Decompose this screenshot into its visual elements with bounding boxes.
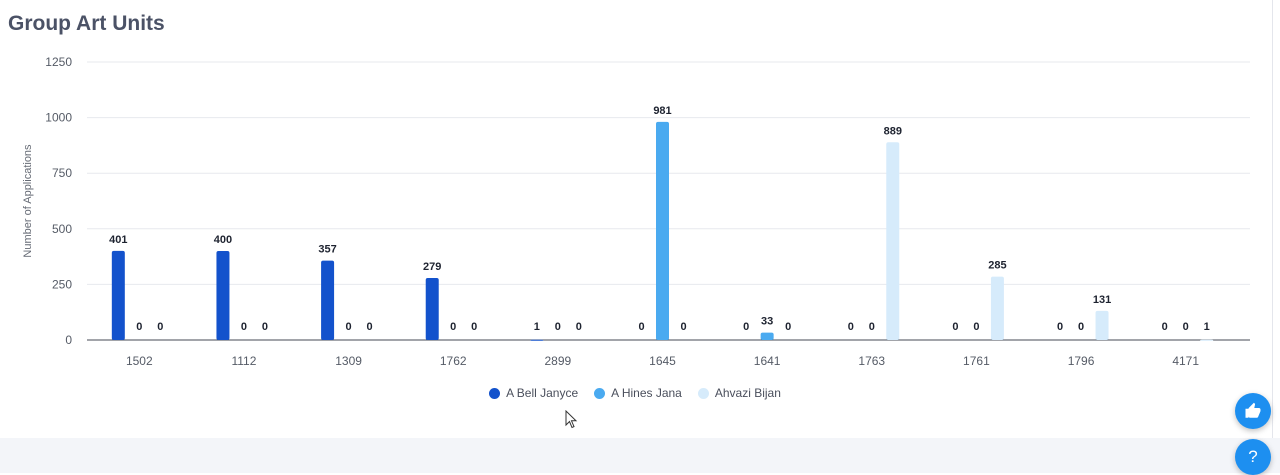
data-label: 0 (1057, 321, 1063, 333)
y-tick-label: 1000 (45, 111, 72, 125)
data-label: 0 (1078, 321, 1084, 333)
data-label: 889 (884, 125, 902, 137)
help-icon: ? (1248, 447, 1258, 466)
x-tick-label: 1796 (1068, 354, 1095, 368)
chart-legend: A Bell Janyce A Hines Jana Ahvazi Bijan (0, 386, 1270, 400)
legend-label: Ahvazi Bijan (714, 386, 781, 400)
bar (111, 250, 125, 340)
data-label: 0 (471, 321, 477, 333)
bar (216, 251, 230, 340)
x-tick-label: 1112 (231, 354, 256, 368)
thumbs-up-icon (1245, 402, 1261, 418)
bar (321, 260, 335, 340)
data-label: 0 (576, 321, 582, 333)
data-label: 0 (952, 321, 958, 333)
x-tick-label: 1502 (126, 354, 153, 368)
y-tick-label: 750 (52, 166, 72, 180)
data-label: 0 (450, 321, 456, 333)
x-tick-label: 1763 (858, 354, 885, 368)
data-label: 0 (367, 321, 373, 333)
data-label: 0 (680, 321, 686, 333)
x-tick-label: 1309 (335, 354, 362, 368)
legend-label: A Bell Janyce (506, 386, 579, 400)
scrollbar-edge (1272, 0, 1273, 438)
bar (425, 277, 439, 340)
data-label: 0 (241, 321, 247, 333)
data-label: 357 (318, 244, 336, 256)
page-title: Group Art Units (8, 12, 165, 35)
data-label: 0 (1183, 321, 1189, 333)
x-tick-label: 1645 (649, 354, 676, 368)
legend-label: A Hines Jana (611, 386, 682, 400)
legend-swatch (594, 387, 606, 399)
bar (530, 339, 544, 341)
y-tick-label: 250 (52, 277, 72, 291)
legend-item[interactable]: Ahvazi Bijan (697, 386, 781, 400)
data-label: 0 (848, 321, 854, 333)
legend-swatch (489, 387, 501, 399)
y-tick-label: 1250 (45, 55, 72, 69)
data-label: 981 (653, 105, 671, 117)
y-tick-label: 500 (52, 222, 72, 236)
legend-item[interactable]: A Bell Janyce (489, 386, 578, 400)
x-tick-label: 1762 (440, 354, 467, 368)
legend-swatch (697, 387, 709, 399)
data-label: 0 (555, 321, 561, 333)
data-label: 1 (1204, 321, 1210, 333)
help-button[interactable]: ? (1235, 439, 1271, 475)
data-label: 0 (638, 321, 644, 333)
bar (886, 142, 900, 340)
footer-band (0, 438, 1280, 473)
data-label: 0 (262, 321, 268, 333)
bar (990, 276, 1004, 340)
data-label: 0 (157, 321, 163, 333)
x-tick-label: 2899 (545, 354, 572, 368)
data-label: 131 (1093, 294, 1111, 306)
feedback-button[interactable] (1235, 393, 1271, 429)
x-tick-label: 1641 (754, 354, 781, 368)
x-tick-label: 4171 (1172, 354, 1199, 368)
mouse-cursor-icon (565, 410, 578, 429)
data-label: 0 (346, 321, 352, 333)
legend-item[interactable]: A Hines Jana (594, 386, 682, 400)
x-tick-label: 1761 (963, 354, 990, 368)
data-label: 279 (423, 261, 441, 273)
data-label: 1 (534, 321, 540, 333)
data-label: 285 (988, 260, 1006, 272)
data-label: 400 (214, 234, 232, 246)
bar (1200, 339, 1214, 341)
data-label: 0 (1162, 321, 1168, 333)
bar (656, 121, 669, 341)
chart-panel (0, 0, 1272, 438)
data-label: 401 (109, 234, 127, 246)
data-label: 0 (136, 321, 142, 333)
data-label: 0 (743, 321, 749, 333)
bar (760, 332, 774, 340)
data-label: 0 (869, 321, 875, 333)
data-label: 33 (761, 316, 773, 328)
y-axis-label: Number of Applications (22, 144, 34, 258)
data-label: 0 (785, 321, 791, 333)
bar (1095, 310, 1109, 340)
data-label: 0 (973, 321, 979, 333)
y-tick-label: 0 (65, 333, 72, 347)
